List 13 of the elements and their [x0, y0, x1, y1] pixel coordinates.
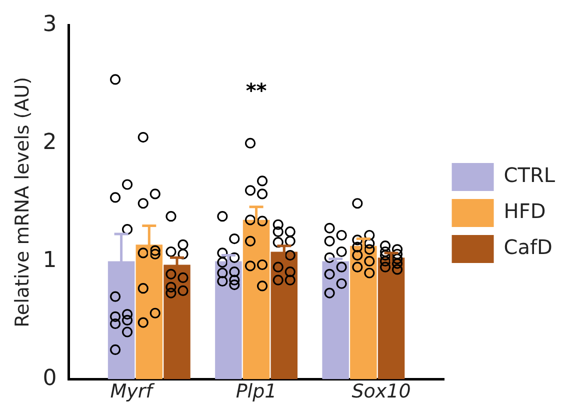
y-tick-label: 0 — [42, 366, 57, 391]
y-axis-title: Relative mRNA levels (AU) — [11, 76, 34, 328]
legend-label: CTRL — [504, 163, 556, 188]
x-tick-label: Plp1 — [236, 380, 277, 403]
bar — [322, 261, 349, 380]
x-tick-label: Sox10 — [352, 380, 411, 403]
y-tick-label: 2 — [42, 130, 57, 155]
annotation: ** — [246, 78, 268, 103]
legend-label: HFD — [504, 199, 546, 224]
y-tick-label: 1 — [42, 248, 57, 273]
y-tick-label: 3 — [42, 12, 57, 37]
x-tick-label: Myrf — [110, 380, 156, 403]
legend-label: CafD — [504, 235, 552, 260]
